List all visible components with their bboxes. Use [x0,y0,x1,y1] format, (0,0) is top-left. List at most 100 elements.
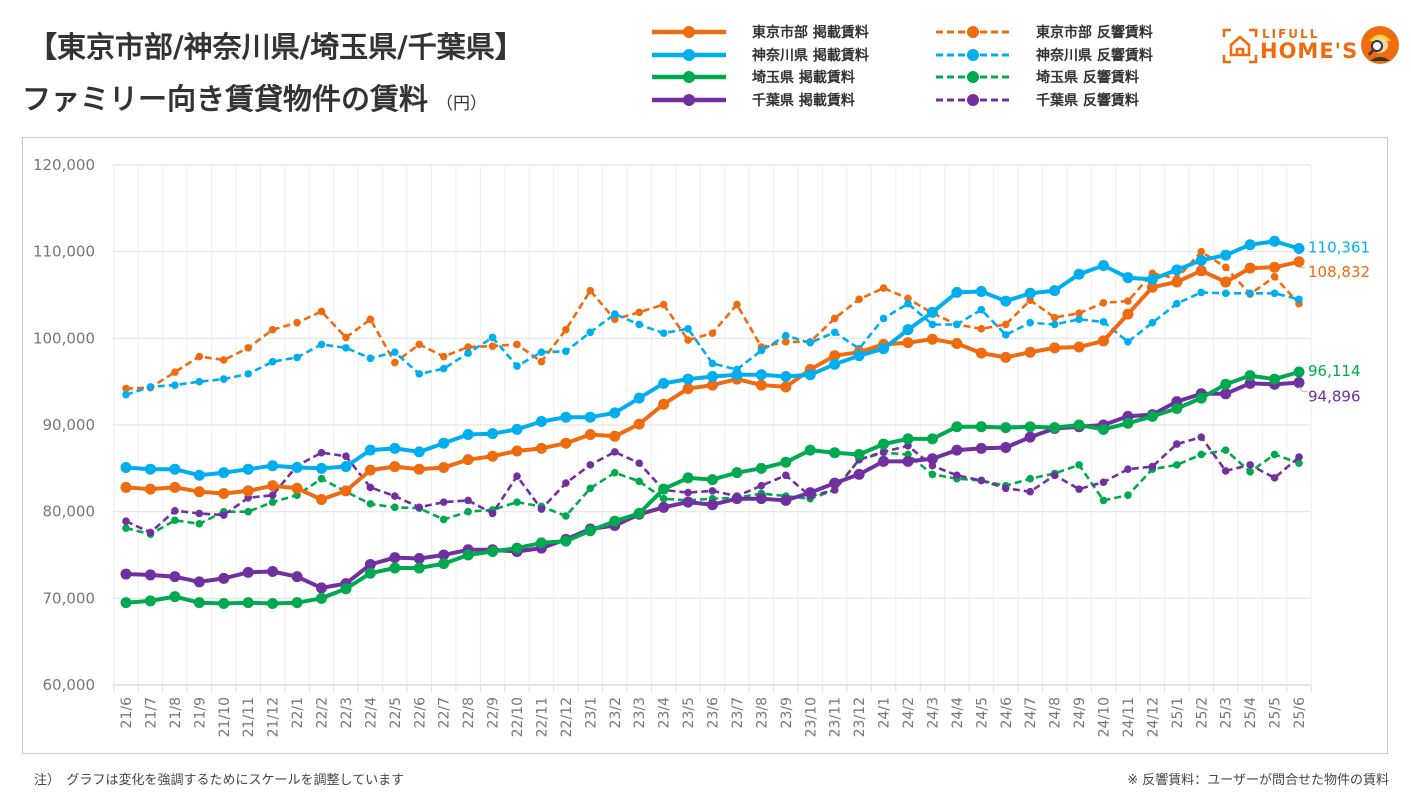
data-point [609,515,621,527]
data-point [1171,276,1183,288]
data-point [291,461,303,473]
data-point [413,562,425,574]
x-tick-label: 23/12 [852,697,868,737]
data-point [707,379,718,391]
data-point [904,294,912,303]
data-point [537,505,546,513]
scale-note: 注） グラフは変化を強調するためにスケールを調整しています [34,773,405,788]
data-point [242,597,254,609]
data-point [782,338,790,346]
data-point [316,494,327,506]
data-point [1099,478,1108,487]
legend-item: 東京市部 反響賃料 [934,22,1153,42]
title-main: ファミリー向き賃貸物件の賃料 [22,82,429,116]
data-point [1295,453,1303,461]
data-point [1073,341,1085,353]
data-point [586,328,595,337]
x-tick-label: 25/2 [1194,697,1210,728]
data-point [610,315,619,324]
data-point [511,542,523,554]
data-point [169,481,181,493]
data-point [926,433,938,445]
data-point [122,524,130,532]
data-point [242,566,254,578]
x-tick-label: 22/9 [486,697,502,728]
data-point [415,370,424,378]
data-point [340,485,352,497]
data-point [242,463,254,475]
data-point [122,390,130,399]
data-point [658,398,670,410]
data-point [1050,471,1059,480]
data-point [1000,351,1012,363]
data-point [708,359,717,368]
x-tick-label: 23/10 [803,697,819,737]
data-point [1049,422,1061,434]
data-point [1221,446,1230,454]
data-point [829,350,841,362]
data-point [707,474,718,486]
data-point [682,496,694,508]
leader-line [1298,386,1308,393]
data-point [830,314,839,323]
series-response-EE6B10 [122,247,1303,393]
data-point [975,421,987,433]
data-point [755,493,767,505]
data-point [975,347,987,359]
data-point [731,467,743,479]
x-tick-label: 24/6 [999,697,1015,729]
data-point [878,455,890,467]
logo-brand-bottom: HOME'S [1260,39,1359,63]
data-point [684,488,692,497]
data-point [487,546,499,558]
x-tick-label: 24/3 [925,697,941,728]
end-value-label: 96,114 [1308,362,1361,380]
data-point [439,364,448,373]
data-point [144,595,156,607]
x-tick-label: 23/9 [779,697,795,728]
data-point [830,328,839,337]
data-point [879,284,888,292]
data-point [413,552,425,564]
data-point [1148,462,1157,471]
y-tick-label: 120,000 [33,156,95,174]
data-point [267,460,279,472]
leader-line [1298,266,1305,269]
data-point [1220,378,1232,390]
data-point [511,423,523,435]
data-point [366,483,375,492]
data-point [926,333,938,345]
data-point [267,598,279,610]
data-point [267,480,279,492]
data-point [219,356,228,364]
data-point [171,368,179,376]
data-point [513,362,521,370]
data-point [804,444,816,456]
data-point [780,381,792,393]
data-point [951,421,963,433]
data-point [904,299,912,308]
data-point [1075,461,1083,469]
data-point [1122,308,1134,320]
data-point [879,448,888,456]
x-tick-label: 22/6 [412,697,428,729]
legend-label: 埼玉県 掲載賃料 [752,70,855,86]
data-point [293,353,301,362]
data-point [560,437,572,449]
x-tick-label: 24/10 [1097,697,1113,737]
data-point [731,493,743,505]
x-tick-label: 22/11 [534,697,550,737]
x-tick-label: 24/4 [950,697,966,729]
data-point [1244,239,1256,251]
x-tick-label: 22/12 [559,697,575,737]
data-point [1171,264,1183,276]
x-tick-label: 21/9 [192,697,208,728]
data-point [487,428,499,440]
data-point [902,455,914,467]
data-point [1270,450,1279,459]
data-point [218,487,230,499]
data-point [610,448,619,456]
data-point [1220,249,1232,261]
data-point [195,352,204,361]
data-point [389,552,401,564]
